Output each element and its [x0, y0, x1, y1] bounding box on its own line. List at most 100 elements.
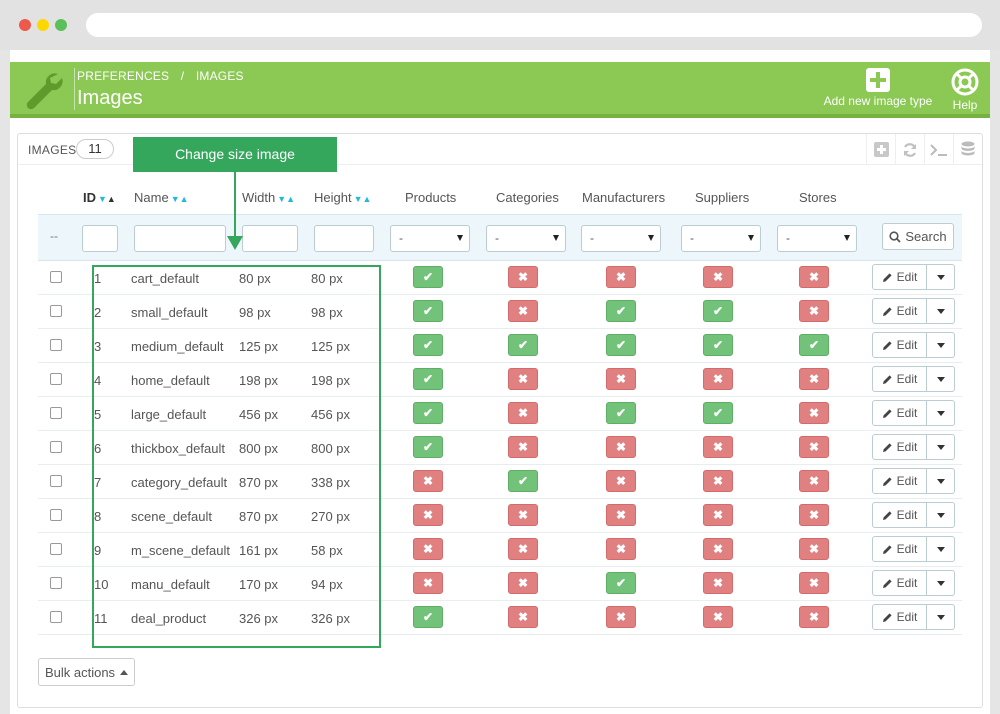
filter-categories-select[interactable]: - — [486, 225, 566, 252]
check-icon-products[interactable]: ✔ — [413, 402, 443, 424]
row-actions-dropdown[interactable] — [927, 605, 954, 629]
row-checkbox[interactable] — [50, 305, 62, 317]
cross-icon-categories[interactable]: ✖ — [508, 266, 538, 288]
cross-icon-categories[interactable]: ✖ — [508, 402, 538, 424]
cross-icon-categories[interactable]: ✖ — [508, 300, 538, 322]
cross-icon-suppliers[interactable]: ✖ — [703, 606, 733, 628]
check-icon-suppliers[interactable]: ✔ — [703, 402, 733, 424]
check-icon-products[interactable]: ✔ — [413, 266, 443, 288]
check-icon-products[interactable]: ✔ — [413, 334, 443, 356]
row-checkbox[interactable] — [50, 441, 62, 453]
bulk-actions-button[interactable]: Bulk actions — [38, 658, 135, 686]
col-name-header[interactable]: Name ▼▲ — [134, 190, 189, 205]
filter-width-input[interactable] — [242, 225, 298, 252]
row-actions-dropdown[interactable] — [927, 503, 954, 527]
check-icon-products[interactable]: ✔ — [413, 606, 443, 628]
row-actions-dropdown[interactable] — [927, 367, 954, 391]
row-actions-dropdown[interactable] — [927, 537, 954, 561]
edit-button[interactable]: Edit — [873, 469, 927, 493]
cross-icon-suppliers[interactable]: ✖ — [703, 266, 733, 288]
cross-icon-categories[interactable]: ✖ — [508, 504, 538, 526]
row-checkbox[interactable] — [50, 577, 62, 589]
edit-button[interactable]: Edit — [873, 503, 927, 527]
row-actions-dropdown[interactable] — [927, 435, 954, 459]
cross-icon-stores[interactable]: ✖ — [799, 402, 829, 424]
row-checkbox[interactable] — [50, 373, 62, 385]
edit-button[interactable]: Edit — [873, 435, 927, 459]
cross-icon-manufacturers[interactable]: ✖ — [606, 538, 636, 560]
col-width-header[interactable]: Width ▼▲ — [242, 190, 296, 205]
cross-icon-manufacturers[interactable]: ✖ — [606, 504, 636, 526]
cross-icon-categories[interactable]: ✖ — [508, 436, 538, 458]
add-new-image-type-button[interactable]: Add new image type — [821, 68, 935, 108]
row-checkbox[interactable] — [50, 271, 62, 283]
row-checkbox[interactable] — [50, 339, 62, 351]
cross-icon-suppliers[interactable]: ✖ — [703, 436, 733, 458]
maximize-window-dot[interactable] — [55, 19, 67, 31]
cross-icon-suppliers[interactable]: ✖ — [703, 504, 733, 526]
cross-icon-manufacturers[interactable]: ✖ — [606, 266, 636, 288]
minimize-window-dot[interactable] — [37, 19, 49, 31]
terminal-icon[interactable] — [924, 134, 953, 165]
check-icon-manufacturers[interactable]: ✔ — [606, 334, 636, 356]
cross-icon-manufacturers[interactable]: ✖ — [606, 606, 636, 628]
col-height-header[interactable]: Height ▼▲ — [314, 190, 372, 205]
row-actions-dropdown[interactable] — [927, 401, 954, 425]
breadcrumb-preferences[interactable]: PREFERENCES — [77, 69, 170, 83]
check-icon-manufacturers[interactable]: ✔ — [606, 300, 636, 322]
cross-icon-stores[interactable]: ✖ — [799, 266, 829, 288]
row-checkbox[interactable] — [50, 611, 62, 623]
check-icon-suppliers[interactable]: ✔ — [703, 334, 733, 356]
row-checkbox[interactable] — [50, 509, 62, 521]
edit-button[interactable]: Edit — [873, 571, 927, 595]
filter-suppliers-select[interactable]: - — [681, 225, 761, 252]
row-actions-dropdown[interactable] — [927, 265, 954, 289]
cross-icon-products[interactable]: ✖ — [413, 504, 443, 526]
cross-icon-suppliers[interactable]: ✖ — [703, 470, 733, 492]
cross-icon-products[interactable]: ✖ — [413, 538, 443, 560]
cross-icon-suppliers[interactable]: ✖ — [703, 572, 733, 594]
cross-icon-products[interactable]: ✖ — [413, 572, 443, 594]
filter-stores-select[interactable]: - — [777, 225, 857, 252]
cross-icon-stores[interactable]: ✖ — [799, 606, 829, 628]
filter-manufacturers-select[interactable]: - — [581, 225, 661, 252]
cross-icon-stores[interactable]: ✖ — [799, 300, 829, 322]
col-id-header[interactable]: ID ▼▲ — [83, 190, 116, 205]
row-actions-dropdown[interactable] — [927, 571, 954, 595]
filter-height-input[interactable] — [314, 225, 374, 252]
edit-button[interactable]: Edit — [873, 367, 927, 391]
edit-button[interactable]: Edit — [873, 333, 927, 357]
cross-icon-manufacturers[interactable]: ✖ — [606, 368, 636, 390]
cross-icon-stores[interactable]: ✖ — [799, 470, 829, 492]
breadcrumb-images[interactable]: IMAGES — [195, 69, 244, 83]
check-icon-products[interactable]: ✔ — [413, 436, 443, 458]
check-icon-products[interactable]: ✔ — [413, 368, 443, 390]
address-bar[interactable] — [86, 13, 982, 37]
cross-icon-stores[interactable]: ✖ — [799, 436, 829, 458]
cross-icon-stores[interactable]: ✖ — [799, 538, 829, 560]
search-button[interactable]: Search — [882, 223, 954, 250]
check-icon-categories[interactable]: ✔ — [508, 334, 538, 356]
filter-products-select[interactable]: - — [390, 225, 470, 252]
cross-icon-stores[interactable]: ✖ — [799, 368, 829, 390]
add-icon[interactable] — [866, 134, 895, 165]
check-icon-categories[interactable]: ✔ — [508, 470, 538, 492]
cross-icon-categories[interactable]: ✖ — [508, 538, 538, 560]
cross-icon-categories[interactable]: ✖ — [508, 368, 538, 390]
edit-button[interactable]: Edit — [873, 537, 927, 561]
edit-button[interactable]: Edit — [873, 265, 927, 289]
close-window-dot[interactable] — [19, 19, 31, 31]
row-actions-dropdown[interactable] — [927, 469, 954, 493]
cross-icon-suppliers[interactable]: ✖ — [703, 368, 733, 390]
cross-icon-manufacturers[interactable]: ✖ — [606, 436, 636, 458]
database-icon[interactable] — [953, 134, 982, 165]
filter-name-input[interactable] — [134, 225, 226, 252]
row-actions-dropdown[interactable] — [927, 299, 954, 323]
refresh-icon[interactable] — [895, 134, 924, 165]
row-checkbox[interactable] — [50, 475, 62, 487]
cross-icon-products[interactable]: ✖ — [413, 470, 443, 492]
cross-icon-categories[interactable]: ✖ — [508, 606, 538, 628]
help-button[interactable]: Help — [944, 68, 986, 112]
row-actions-dropdown[interactable] — [927, 333, 954, 357]
check-icon-stores[interactable]: ✔ — [799, 334, 829, 356]
